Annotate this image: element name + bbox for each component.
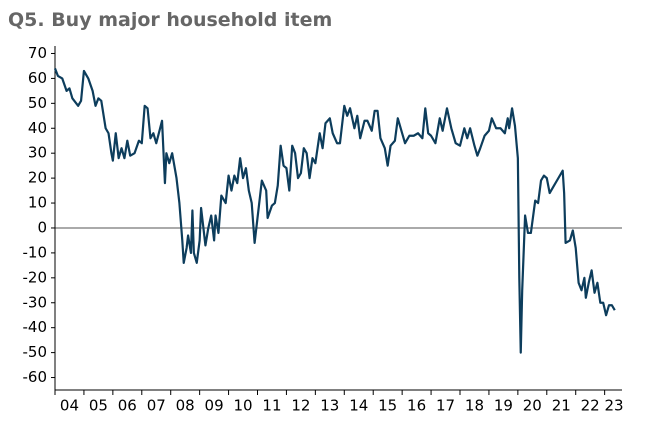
- x-tick-label: 11: [262, 397, 281, 415]
- y-tick-label: 10: [28, 194, 47, 212]
- x-tick-label: 04: [60, 397, 79, 415]
- data-line: [53, 68, 616, 354]
- x-tick-label: 23: [604, 397, 623, 415]
- chart-title: Q5. Buy major household item: [8, 9, 332, 31]
- x-tick-label: 09: [205, 397, 224, 415]
- x-tick-label: 20: [523, 397, 542, 415]
- y-tick-label: -10: [23, 243, 48, 261]
- x-tick-label: 06: [118, 397, 137, 415]
- y-tick-label: 20: [28, 169, 47, 187]
- y-tick-label: -50: [23, 343, 48, 361]
- y-tick-label: -60: [23, 368, 48, 386]
- x-tick-label: 14: [349, 397, 368, 415]
- y-tick-label: 60: [28, 69, 47, 87]
- x-tick-label: 18: [465, 397, 484, 415]
- x-tick-label: 12: [291, 397, 310, 415]
- y-tick-label: 70: [28, 44, 47, 62]
- x-tick-label: 07: [147, 397, 166, 415]
- x-tick-label: 17: [436, 397, 455, 415]
- y-tick-label: 0: [37, 218, 47, 236]
- y-tick-label: -20: [23, 268, 48, 286]
- y-tick-label: 40: [28, 119, 47, 137]
- x-tick-label: 16: [407, 397, 426, 415]
- y-tick-label: -40: [23, 318, 48, 336]
- x-tick-label: 19: [494, 397, 513, 415]
- x-tick-label: 13: [320, 397, 339, 415]
- x-tick-label: 15: [378, 397, 397, 415]
- x-tick-label: 22: [581, 397, 600, 415]
- y-tick-label: -30: [23, 293, 48, 311]
- x-tick-label: 05: [89, 397, 108, 415]
- x-tick-label: 08: [176, 397, 195, 415]
- x-tick-label: 21: [552, 397, 571, 415]
- x-tick-label: 10: [233, 397, 252, 415]
- y-tick-label: 50: [28, 94, 47, 112]
- y-tick-label: 30: [28, 144, 47, 162]
